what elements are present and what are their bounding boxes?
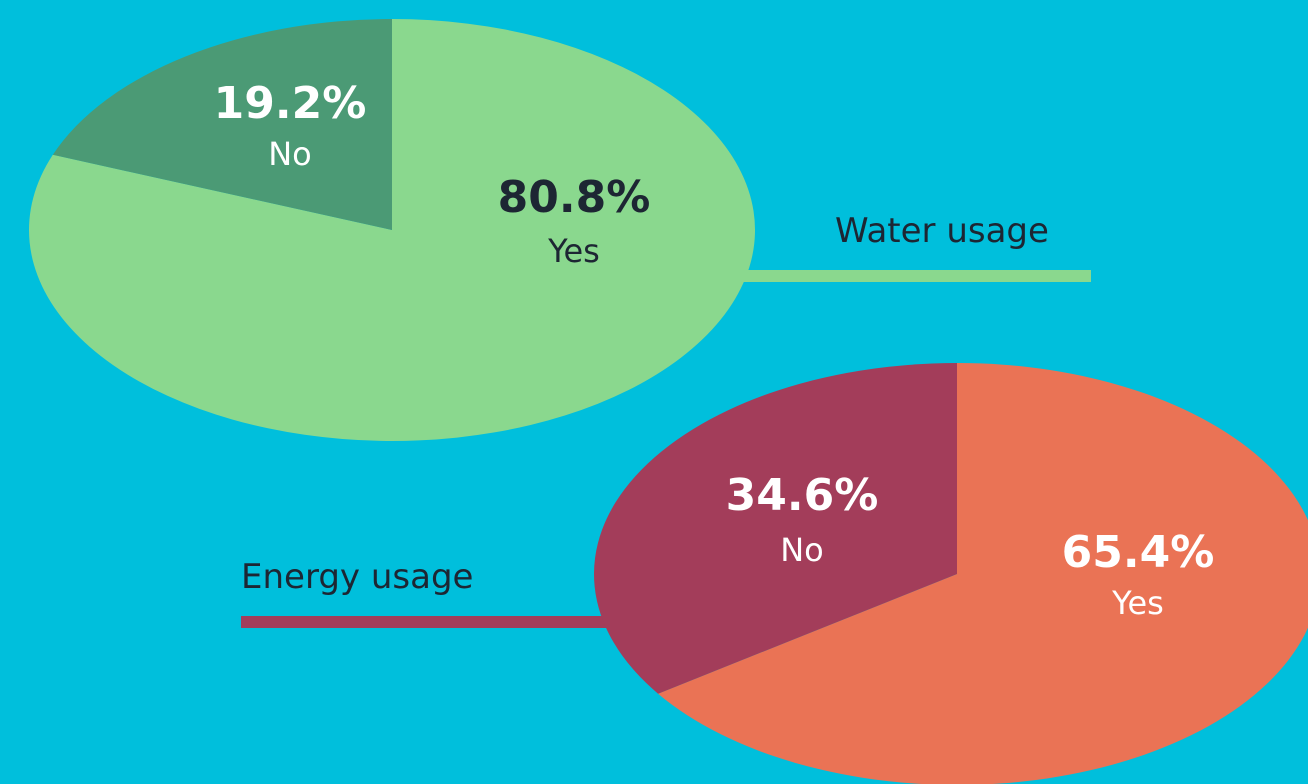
energy-slices [594,363,1308,784]
water-yes-percent: 80.8% [498,172,651,223]
water-slice-no [52,19,392,230]
water-pie: 80.8% Yes 19.2% No Water usage [28,19,1091,441]
water-slices [28,19,756,441]
energy-pie: 65.4% Yes 34.6% No Energy usage [241,363,1308,784]
water-title: Water usage [835,211,1049,251]
water-no-percent: 19.2% [214,78,367,129]
energy-slice-yes [658,363,1308,784]
water-yes-label: Yes [547,232,600,270]
energy-no-percent: 34.6% [726,470,879,521]
energy-yes-percent: 65.4% [1062,527,1215,578]
energy-slice-no [594,363,957,694]
energy-no-label: No [780,531,824,569]
energy-yes-label: Yes [1111,584,1164,622]
energy-title: Energy usage [241,557,473,597]
water-no-label: No [268,135,312,173]
